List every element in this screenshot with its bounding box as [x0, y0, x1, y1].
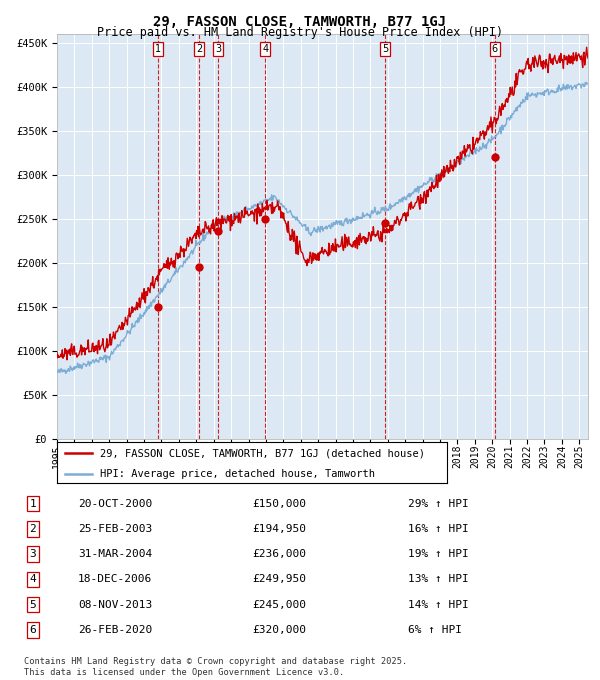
- Text: £194,950: £194,950: [252, 524, 306, 534]
- Text: Contains HM Land Registry data © Crown copyright and database right 2025.
This d: Contains HM Land Registry data © Crown c…: [24, 657, 407, 677]
- Text: £249,950: £249,950: [252, 575, 306, 584]
- Text: 19% ↑ HPI: 19% ↑ HPI: [408, 549, 469, 559]
- Text: 20-OCT-2000: 20-OCT-2000: [78, 498, 152, 509]
- Text: 6: 6: [492, 44, 498, 54]
- Text: 31-MAR-2004: 31-MAR-2004: [78, 549, 152, 559]
- Text: £150,000: £150,000: [252, 498, 306, 509]
- Text: 25-FEB-2003: 25-FEB-2003: [78, 524, 152, 534]
- Text: 6% ↑ HPI: 6% ↑ HPI: [408, 625, 462, 635]
- Text: £320,000: £320,000: [252, 625, 306, 635]
- Text: 6: 6: [29, 625, 37, 635]
- Text: 3: 3: [215, 44, 221, 54]
- Text: Price paid vs. HM Land Registry's House Price Index (HPI): Price paid vs. HM Land Registry's House …: [97, 26, 503, 39]
- Text: 4: 4: [262, 44, 268, 54]
- Text: 1: 1: [29, 498, 37, 509]
- Text: 2: 2: [196, 44, 202, 54]
- Text: 5: 5: [29, 600, 37, 610]
- Text: 29, FASSON CLOSE, TAMWORTH, B77 1GJ (detached house): 29, FASSON CLOSE, TAMWORTH, B77 1GJ (det…: [100, 448, 425, 458]
- Text: 29, FASSON CLOSE, TAMWORTH, B77 1GJ: 29, FASSON CLOSE, TAMWORTH, B77 1GJ: [154, 15, 446, 29]
- Text: 13% ↑ HPI: 13% ↑ HPI: [408, 575, 469, 584]
- Text: 08-NOV-2013: 08-NOV-2013: [78, 600, 152, 610]
- Text: 14% ↑ HPI: 14% ↑ HPI: [408, 600, 469, 610]
- Text: 29% ↑ HPI: 29% ↑ HPI: [408, 498, 469, 509]
- Text: 26-FEB-2020: 26-FEB-2020: [78, 625, 152, 635]
- Text: 16% ↑ HPI: 16% ↑ HPI: [408, 524, 469, 534]
- Text: 1: 1: [155, 44, 161, 54]
- Text: 3: 3: [29, 549, 37, 559]
- Text: 4: 4: [29, 575, 37, 584]
- Text: £245,000: £245,000: [252, 600, 306, 610]
- Text: 5: 5: [382, 44, 388, 54]
- Text: HPI: Average price, detached house, Tamworth: HPI: Average price, detached house, Tamw…: [100, 469, 375, 479]
- Text: 2: 2: [29, 524, 37, 534]
- Text: £236,000: £236,000: [252, 549, 306, 559]
- Text: 18-DEC-2006: 18-DEC-2006: [78, 575, 152, 584]
